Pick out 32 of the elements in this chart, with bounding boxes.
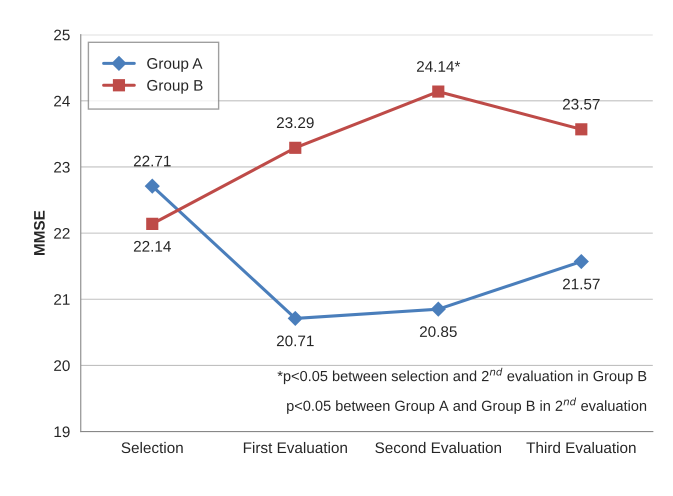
x-tick-label: Second Evaluation [375,442,502,454]
x-tick-label: Selection [122,442,183,454]
y-tick-label: 23 [54,162,70,173]
data-label: 20.71 [276,336,314,346]
point [574,254,589,269]
point [430,302,446,317]
data-label: 24.14* [416,61,460,72]
data-label: 20.85 [420,326,457,338]
data-label: 22.71 [134,156,171,166]
point [289,142,302,154]
legend-label: Group B [147,80,203,94]
point [288,311,303,326]
y-tick-label: 24 [54,96,70,106]
point [146,218,158,230]
annotation: p<0.05 between Group A and Group B in 2$^{nd}$ evaluation [287,397,646,414]
point [144,178,160,194]
y-tick-label: 22 [54,228,70,239]
data-label: 21.57 [562,278,600,290]
y-tick-label: 21 [54,294,70,305]
legend-label: Group A [147,58,202,72]
data-label: 22.14 [134,240,171,252]
y-axis-title: MMSE [34,210,45,256]
point [575,123,588,136]
x-tick-label: Third Evaluation [526,442,636,454]
y-tick-label: 19 [54,426,70,438]
y-tick-label: 25 [54,30,70,40]
x-tick-label: First Evaluation [244,442,347,454]
annotation: *p<0.05 between selection and 2$^{nd}$ evaluation in Group B [277,368,646,384]
data-label: 23.29 [276,117,314,128]
data-label: 23.57 [562,98,600,110]
y-tick-label: 20 [54,360,70,372]
point [432,86,444,98]
